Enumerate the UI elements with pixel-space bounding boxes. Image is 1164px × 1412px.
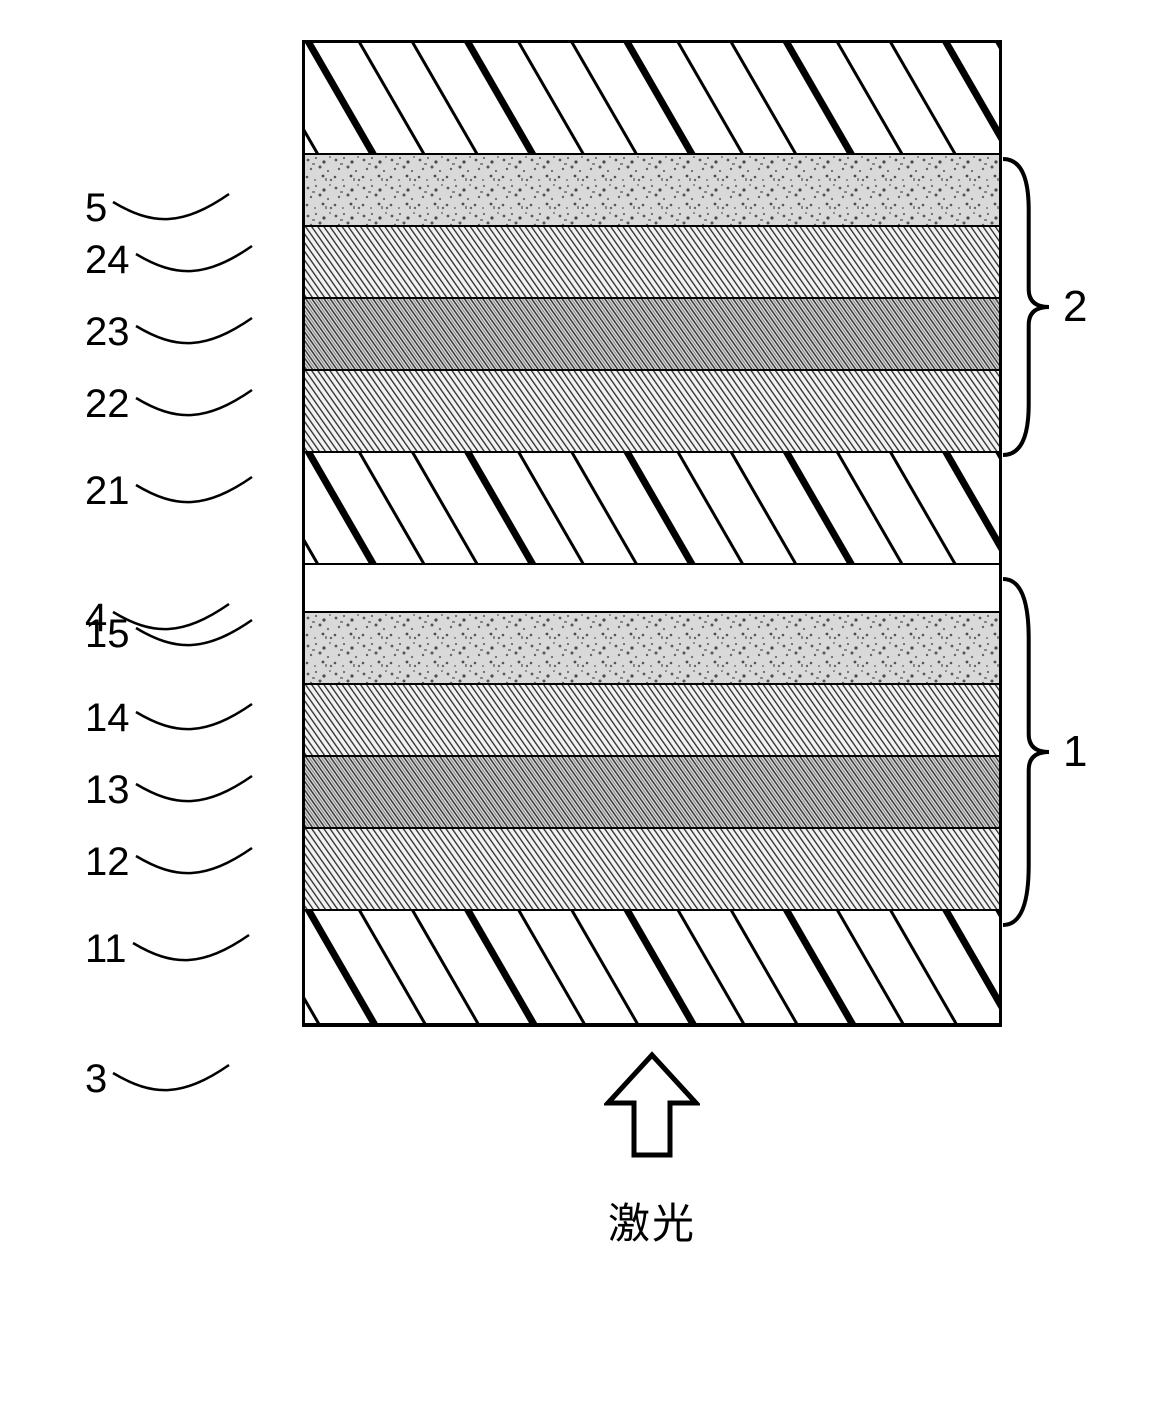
layer-24: 24: [305, 153, 999, 225]
layer-label-13: 13: [85, 755, 285, 825]
group-brace-2: 2: [999, 155, 1109, 459]
layer-label-14: 14: [85, 683, 285, 753]
layer-stack: 52423222141514131211321: [302, 40, 1002, 1027]
layer-label-22: 22: [85, 369, 285, 439]
layer-label-11: 11: [85, 909, 285, 989]
layer-label-text: 13: [85, 768, 134, 813]
layer-12: 12: [305, 755, 999, 827]
layer-label-text: 11: [85, 927, 131, 972]
group-brace-1: 1: [999, 575, 1109, 929]
layer-5: 5: [305, 43, 999, 153]
layer-21: 21: [305, 369, 999, 451]
layer-13: 13: [305, 683, 999, 755]
layer-label-text: 24: [85, 238, 134, 283]
layer-label-21: 21: [85, 451, 285, 531]
layer-label-3: 3: [85, 1023, 285, 1135]
laser-caption: 激光: [302, 1190, 1002, 1251]
layer-label-text: 14: [85, 696, 134, 741]
group-label: 1: [1063, 727, 1087, 777]
layer-label-text: 12: [85, 840, 134, 885]
cross-section-diagram: 52423222141514131211321 激光: [82, 40, 1082, 1251]
layer-4: 4: [305, 451, 999, 563]
layer-label-24: 24: [85, 225, 285, 295]
layer-label-text: 23: [85, 310, 134, 355]
layer-23: 23: [305, 225, 999, 297]
up-arrow-icon: [604, 1051, 700, 1161]
laser-indicator: 激光: [302, 1027, 1002, 1251]
layer-label-15: 15: [85, 611, 285, 657]
layer-label-text: 5: [85, 186, 111, 231]
layer-15: 15: [305, 563, 999, 611]
group-label: 2: [1063, 282, 1087, 332]
layer-label-text: 15: [85, 612, 134, 657]
layer-label-text: 3: [85, 1057, 111, 1102]
layer-14: 14: [305, 611, 999, 683]
layer-11: 11: [305, 827, 999, 909]
layer-22: 22: [305, 297, 999, 369]
layer-label-text: 22: [85, 382, 134, 427]
layer-label-23: 23: [85, 297, 285, 367]
layer-label-12: 12: [85, 827, 285, 897]
layer-3: 3: [305, 909, 999, 1023]
layer-label-text: 21: [85, 469, 134, 514]
